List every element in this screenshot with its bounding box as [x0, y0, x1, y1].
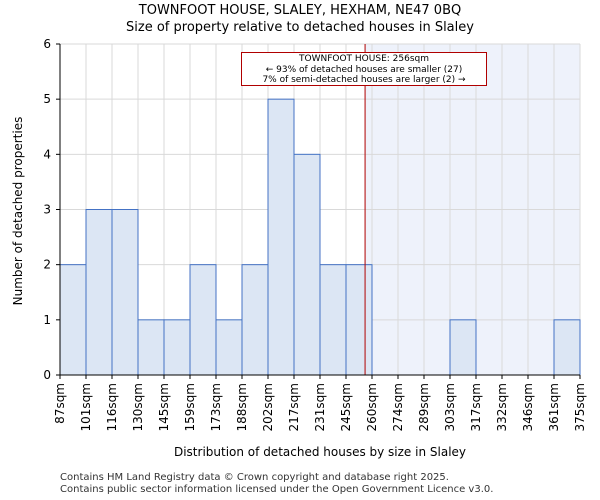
bar [111, 209, 139, 376]
bar [345, 264, 373, 376]
y-tick-label: 1 [43, 313, 51, 327]
bar [553, 319, 581, 376]
x-tick-label: 87sqm [53, 383, 67, 424]
footer-line-1: Contains HM Land Registry data © Crown c… [60, 472, 449, 483]
property-annotation: TOWNFOOT HOUSE: 256sqm ← 93% of detached… [241, 52, 487, 86]
annotation-line-1: TOWNFOOT HOUSE: 256sqm [299, 54, 429, 64]
x-tick-label: 217sqm [287, 383, 301, 431]
x-tick-label: 145sqm [157, 383, 171, 431]
bar [163, 319, 191, 376]
x-axis-label: Distribution of detached houses by size … [173, 445, 467, 459]
chart-subtitle: Size of property relative to detached ho… [126, 20, 474, 35]
bar [137, 319, 165, 376]
x-tick-label: 116sqm [105, 383, 119, 431]
bar [59, 264, 87, 376]
x-tick-label: 188sqm [235, 383, 249, 431]
bar [293, 153, 321, 376]
x-tick-label: 375sqm [573, 383, 587, 431]
x-tick-label: 130sqm [131, 383, 145, 431]
x-tick-label: 231sqm [313, 383, 327, 431]
x-tick-label: 289sqm [417, 383, 431, 431]
y-tick-label: 3 [43, 203, 51, 217]
x-tick-label: 159sqm [183, 383, 197, 431]
y-tick-label: 2 [43, 258, 51, 272]
bar [215, 319, 243, 376]
x-tick-label: 202sqm [261, 383, 275, 431]
x-tick-label: 303sqm [443, 383, 457, 431]
bar [267, 98, 295, 376]
bar [189, 264, 217, 376]
y-tick-label: 0 [43, 368, 51, 382]
y-tick-label: 5 [43, 92, 51, 106]
x-tick-label: 361sqm [547, 383, 561, 431]
bar [449, 319, 477, 376]
y-tick-label: 4 [43, 147, 51, 161]
x-tick-label: 332sqm [495, 383, 509, 431]
chart-title: TOWNFOOT HOUSE, SLALEY, HEXHAM, NE47 0BQ [138, 3, 462, 18]
bar [319, 264, 347, 376]
bar [85, 209, 113, 376]
footer-line-2: Contains public sector information licen… [60, 484, 494, 495]
y-axis-label: Number of detached properties [11, 116, 25, 306]
x-tick-label: 245sqm [339, 383, 353, 431]
x-tick-label: 317sqm [469, 383, 483, 431]
x-tick-label: 260sqm [365, 383, 379, 431]
bar [241, 264, 269, 376]
x-tick-label: 274sqm [391, 383, 405, 431]
x-tick-label: 346sqm [521, 383, 535, 431]
x-tick-label: 101sqm [79, 383, 93, 431]
annotation-line-2: ← 93% of detached houses are smaller (27… [265, 64, 463, 75]
x-tick-label: 173sqm [209, 383, 223, 431]
annotation-line-3: 7% of semi-detached houses are larger (2… [262, 75, 466, 85]
y-tick-label: 6 [43, 37, 51, 51]
